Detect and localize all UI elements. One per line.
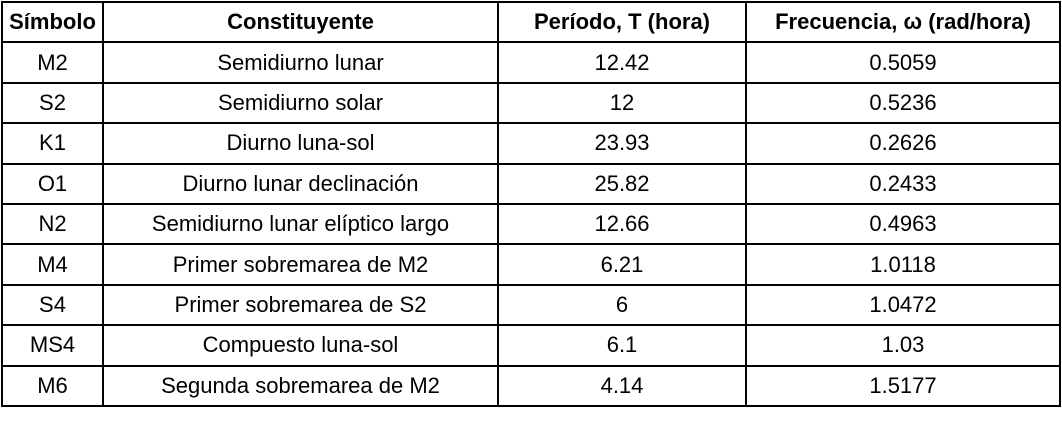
table-body: M2 Semidiurno lunar 12.42 0.5059 S2 Semi… [1, 41, 1061, 407]
cell-period: 12.42 [497, 41, 747, 84]
cell-symbol: K1 [1, 122, 104, 165]
tidal-constituents-table: Símbolo Constituyente Período, T (hora) … [1, 0, 1061, 407]
cell-constituent: Diurno luna-sol [102, 122, 499, 165]
cell-period: 6 [497, 283, 747, 327]
cell-period: 25.82 [497, 162, 747, 205]
header-symbol: Símbolo [1, 0, 104, 44]
table-row: M6 Segunda sobremarea de M2 4.14 1.5177 [1, 364, 1061, 407]
cell-period: 6.21 [497, 243, 747, 286]
cell-symbol: M2 [1, 41, 104, 84]
header-constituent: Constituyente [102, 0, 499, 44]
cell-constituent: Primer sobremarea de S2 [102, 283, 499, 327]
cell-frequency: 1.03 [745, 324, 1061, 367]
cell-constituent: Primer sobremarea de M2 [102, 243, 499, 286]
cell-constituent: Compuesto luna-sol [102, 324, 499, 367]
table-row: M4 Primer sobremarea de M2 6.21 1.0118 [1, 243, 1061, 286]
table-row: S2 Semidiurno solar 12 0.5236 [1, 81, 1061, 125]
cell-frequency: 0.5236 [745, 81, 1061, 125]
table-row: O1 Diurno lunar declinación 25.82 0.2433 [1, 162, 1061, 205]
cell-symbol: S2 [1, 81, 104, 125]
cell-period: 4.14 [497, 364, 747, 407]
table-row: N2 Semidiurno lunar elíptico largo 12.66… [1, 202, 1061, 246]
cell-constituent: Semidiurno lunar [102, 41, 499, 84]
table-header: Símbolo Constituyente Período, T (hora) … [1, 0, 1061, 44]
table-row: MS4 Compuesto luna-sol 6.1 1.03 [1, 324, 1061, 367]
cell-frequency: 1.0118 [745, 243, 1061, 286]
cell-symbol: M6 [1, 364, 104, 407]
cell-frequency: 1.0472 [745, 283, 1061, 327]
cell-period: 12.66 [497, 202, 747, 246]
cell-period: 12 [497, 81, 747, 125]
cell-period: 23.93 [497, 122, 747, 165]
cell-constituent: Semidiurno lunar elíptico largo [102, 202, 499, 246]
cell-symbol: M4 [1, 243, 104, 286]
cell-frequency: 0.5059 [745, 41, 1061, 84]
cell-symbol: S4 [1, 283, 104, 327]
cell-symbol: N2 [1, 202, 104, 246]
cell-period: 6.1 [497, 324, 747, 367]
header-frequency: Frecuencia, ω (rad/hora) [745, 0, 1061, 44]
table-row: M2 Semidiurno lunar 12.42 0.5059 [1, 41, 1061, 84]
cell-constituent: Semidiurno solar [102, 81, 499, 125]
cell-frequency: 0.4963 [745, 202, 1061, 246]
table-row: S4 Primer sobremarea de S2 6 1.0472 [1, 283, 1061, 327]
cell-symbol: MS4 [1, 324, 104, 367]
header-row: Símbolo Constituyente Período, T (hora) … [1, 0, 1061, 44]
cell-symbol: O1 [1, 162, 104, 205]
cell-constituent: Segunda sobremarea de M2 [102, 364, 499, 407]
table-row: K1 Diurno luna-sol 23.93 0.2626 [1, 122, 1061, 165]
header-period: Período, T (hora) [497, 0, 747, 44]
cell-frequency: 0.2433 [745, 162, 1061, 205]
cell-frequency: 0.2626 [745, 122, 1061, 165]
cell-frequency: 1.5177 [745, 364, 1061, 407]
cell-constituent: Diurno lunar declinación [102, 162, 499, 205]
